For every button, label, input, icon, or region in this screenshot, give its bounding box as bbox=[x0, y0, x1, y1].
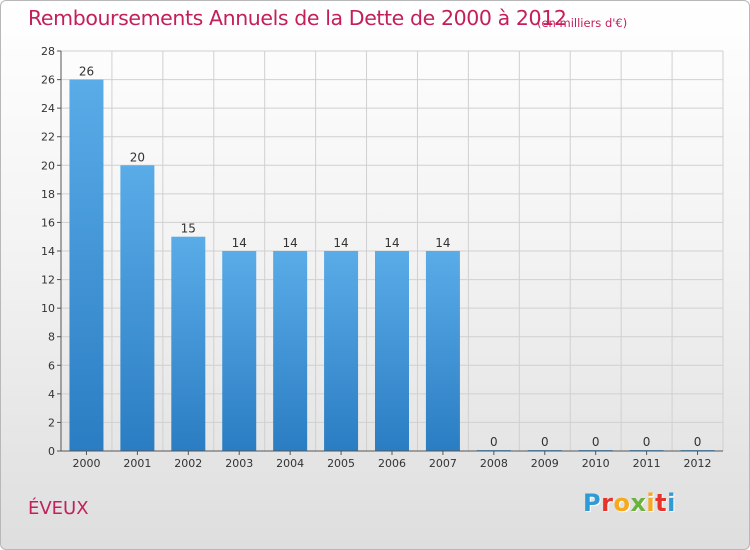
bar-2006 bbox=[375, 251, 409, 451]
data-label-2007: 14 bbox=[435, 236, 450, 250]
x-tick-label-2004: 2004 bbox=[276, 457, 304, 470]
x-tick-label-2007: 2007 bbox=[429, 457, 457, 470]
y-tick-label: 10 bbox=[41, 302, 55, 315]
x-tick-label-2001: 2001 bbox=[123, 457, 151, 470]
logo-letter: x bbox=[630, 489, 647, 517]
y-tick-label: 14 bbox=[41, 245, 55, 258]
chart-title: Remboursements Annuels de la Dette de 20… bbox=[28, 6, 567, 30]
y-tick-label: 20 bbox=[41, 159, 55, 172]
bar-2002 bbox=[171, 236, 206, 451]
chart-unit: (en milliers d'€) bbox=[537, 16, 628, 30]
data-label-2003: 14 bbox=[232, 236, 247, 250]
y-tick-label: 26 bbox=[41, 74, 55, 87]
y-tick-label: 12 bbox=[41, 274, 55, 287]
bar-2003 bbox=[222, 251, 257, 451]
y-tick-label: 22 bbox=[41, 131, 55, 144]
bar-2007 bbox=[425, 251, 460, 451]
data-label-2005: 14 bbox=[333, 236, 348, 250]
y-tick-label: 0 bbox=[48, 445, 55, 458]
data-label-2006: 14 bbox=[384, 236, 399, 250]
logo-letter: o bbox=[613, 489, 631, 517]
logo-letter: r bbox=[601, 489, 614, 517]
x-tick-label-2012: 2012 bbox=[684, 457, 712, 470]
bars: 26 20 15 14 14 14 14 14 0 0 0 0 0 bbox=[69, 65, 715, 452]
y-tick-label: 2 bbox=[48, 416, 55, 429]
data-label-2001: 20 bbox=[130, 150, 145, 164]
data-label-2009: 0 bbox=[541, 435, 549, 449]
bar-2001 bbox=[120, 165, 155, 452]
y-tick-label: 16 bbox=[41, 216, 55, 229]
data-label-2002: 15 bbox=[181, 222, 196, 236]
data-label-2011: 0 bbox=[643, 435, 651, 449]
y-tick-label: 28 bbox=[41, 45, 55, 58]
y-tick-label: 8 bbox=[48, 331, 55, 344]
x-tick-label-2006: 2006 bbox=[378, 457, 406, 470]
logo-letter: i bbox=[646, 489, 656, 517]
bar-2005 bbox=[324, 251, 359, 451]
proxiti-logo: Proxiti bbox=[583, 489, 676, 517]
data-label-2008: 0 bbox=[490, 435, 498, 449]
x-tick-label-2011: 2011 bbox=[633, 457, 661, 470]
y-tick-label: 4 bbox=[48, 388, 55, 401]
x-tick-label-2008: 2008 bbox=[480, 457, 508, 470]
logo-letter: i bbox=[667, 489, 676, 517]
commune-name: ÉVEUX bbox=[28, 498, 89, 519]
data-label-2000: 26 bbox=[79, 65, 94, 79]
logo-letter: P bbox=[583, 489, 602, 517]
y-tick-label: 18 bbox=[41, 188, 55, 201]
bar-2004 bbox=[273, 251, 308, 451]
x-tick-label-2009: 2009 bbox=[531, 457, 559, 470]
x-tick-label-2010: 2010 bbox=[582, 457, 610, 470]
x-tick-label-2003: 2003 bbox=[225, 457, 253, 470]
y-tick-label: 24 bbox=[41, 102, 55, 115]
logo-letter: t bbox=[655, 489, 668, 517]
x-tick-label-2002: 2002 bbox=[174, 457, 202, 470]
data-label-2012: 0 bbox=[694, 435, 702, 449]
data-label-2010: 0 bbox=[592, 435, 600, 449]
x-tick-label-2000: 2000 bbox=[72, 457, 100, 470]
data-label-2004: 14 bbox=[283, 236, 298, 250]
bar-2000 bbox=[69, 79, 104, 452]
x-tick-label-2005: 2005 bbox=[327, 457, 355, 470]
y-tick-label: 6 bbox=[48, 359, 55, 372]
